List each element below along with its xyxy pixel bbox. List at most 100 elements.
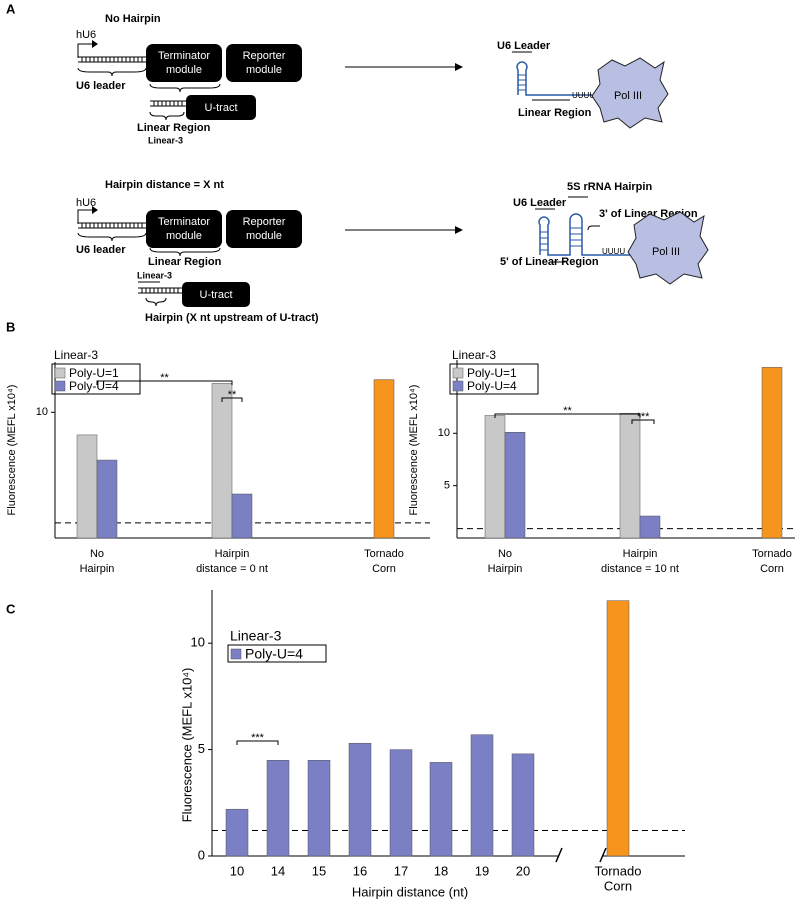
significance-bracket xyxy=(236,740,279,745)
region-sublabel: Linear-3 xyxy=(137,270,172,280)
x-axis-label: Hairpin distance (nt) xyxy=(352,884,468,899)
poly-u: UUUU xyxy=(572,91,595,100)
bar xyxy=(761,367,783,539)
module-label: module xyxy=(166,230,202,242)
region-label: Linear Region xyxy=(148,256,222,268)
legend-swatch xyxy=(230,648,242,660)
legend-label: Poly-U=4 xyxy=(245,646,303,662)
x-tick-label: No xyxy=(90,548,104,560)
legend-swatch xyxy=(54,380,66,392)
pol-iii-blob xyxy=(627,211,709,285)
significance-label: *** xyxy=(637,411,651,423)
pol-iii-blob xyxy=(591,57,669,129)
module-label: Terminator xyxy=(158,216,210,228)
bar xyxy=(511,753,535,857)
x-tick-label: 16 xyxy=(353,863,367,878)
utract-box xyxy=(186,95,256,120)
y-axis-label: Fluorescence (MEFL x10⁴) xyxy=(408,385,420,516)
x-tick-label: 15 xyxy=(312,863,326,878)
bar xyxy=(606,600,630,857)
x-tick-label: 19 xyxy=(475,863,489,878)
dna-ladder xyxy=(138,287,182,294)
bar xyxy=(484,415,506,539)
legend-label: Poly-U=4 xyxy=(69,379,119,393)
legend-box xyxy=(449,363,539,395)
rna-hairpin xyxy=(516,61,600,96)
poly-u: UUUU xyxy=(602,247,625,256)
legend-title: Linear-3 xyxy=(54,348,98,362)
module-label: Reporter xyxy=(243,50,286,62)
bar xyxy=(619,413,641,539)
x-tick-label: Corn xyxy=(760,563,784,575)
arrowhead xyxy=(455,226,463,234)
y-axis-label: Fluorescence (MEFL x10⁴) xyxy=(179,668,194,823)
construct-title: Hairpin distance = X nt xyxy=(105,179,224,191)
x-tick-label: 20 xyxy=(516,863,530,878)
region-sublabel: Linear-3 xyxy=(148,135,183,145)
utract-box xyxy=(182,282,250,307)
module-label: module xyxy=(246,64,282,76)
y-tick-label: 10 xyxy=(438,427,450,439)
x-tick-label: Tornado xyxy=(752,548,792,560)
bar xyxy=(429,762,453,857)
y-tick-label: 5 xyxy=(198,741,205,756)
legend-box xyxy=(227,644,327,663)
legend-title: Linear-3 xyxy=(452,348,496,362)
rna-label: U6 Leader xyxy=(497,40,551,52)
pol-iii-label: Pol III xyxy=(614,90,642,102)
y-tick-label: 10 xyxy=(36,406,48,418)
dna-ladder xyxy=(78,222,146,229)
brace xyxy=(77,67,147,77)
construct-title: No Hairpin xyxy=(105,13,161,25)
utract-label: U-tract xyxy=(205,102,238,114)
module-box xyxy=(226,210,302,248)
x-tick-label: Hairpin xyxy=(488,563,523,575)
bar xyxy=(211,383,233,539)
promoter-arrowhead xyxy=(92,40,98,48)
module-box xyxy=(146,210,222,248)
significance-label: ** xyxy=(228,389,237,401)
rna-hairpin xyxy=(538,213,635,256)
brace xyxy=(149,247,221,257)
dna-ladder xyxy=(78,56,146,63)
significance-bracket xyxy=(631,419,655,424)
module-box xyxy=(146,44,222,82)
panel-letter: C xyxy=(6,601,16,616)
y-tick-label: 10 xyxy=(191,635,205,650)
promoter-label: hU6 xyxy=(76,29,96,41)
diagram-bottom: Hairpin distance = X nt hU6 U6 leader Te… xyxy=(76,179,709,324)
promoter-arrow xyxy=(77,209,92,224)
x-tick-label: distance = 0 nt xyxy=(196,563,268,575)
module-box xyxy=(226,44,302,82)
x-tick-label: Hairpin xyxy=(80,563,115,575)
legend-swatch xyxy=(54,367,66,379)
x-tick-label: Corn xyxy=(372,563,396,575)
bracket xyxy=(550,225,600,263)
legend-label: Poly-U=1 xyxy=(69,366,119,380)
bar xyxy=(389,749,413,857)
x-tick-label: Corn xyxy=(604,878,632,893)
x-tick-label: 10 xyxy=(230,863,244,878)
promoter-label: hU6 xyxy=(76,197,96,209)
legend-label: Poly-U=1 xyxy=(467,366,517,380)
brace xyxy=(149,111,185,121)
rna-pairs xyxy=(540,227,582,251)
legend-swatch xyxy=(452,367,464,379)
bar xyxy=(76,434,98,539)
significance-bracket xyxy=(494,413,641,418)
x-tick-label: 18 xyxy=(434,863,448,878)
bar xyxy=(307,759,331,857)
bar xyxy=(639,515,661,539)
rna-label: U6 Leader xyxy=(513,197,567,209)
significance-label: *** xyxy=(251,732,265,744)
significance-label: ** xyxy=(563,405,572,417)
significance-bracket xyxy=(96,380,233,385)
x-tick-label: Tornado xyxy=(595,863,642,878)
bar xyxy=(470,734,494,857)
bar xyxy=(348,742,372,857)
legend-title: Linear-3 xyxy=(230,628,282,644)
pol-iii-label: Pol III xyxy=(652,246,680,258)
brace xyxy=(145,297,167,307)
x-tick-label: No xyxy=(498,548,512,560)
